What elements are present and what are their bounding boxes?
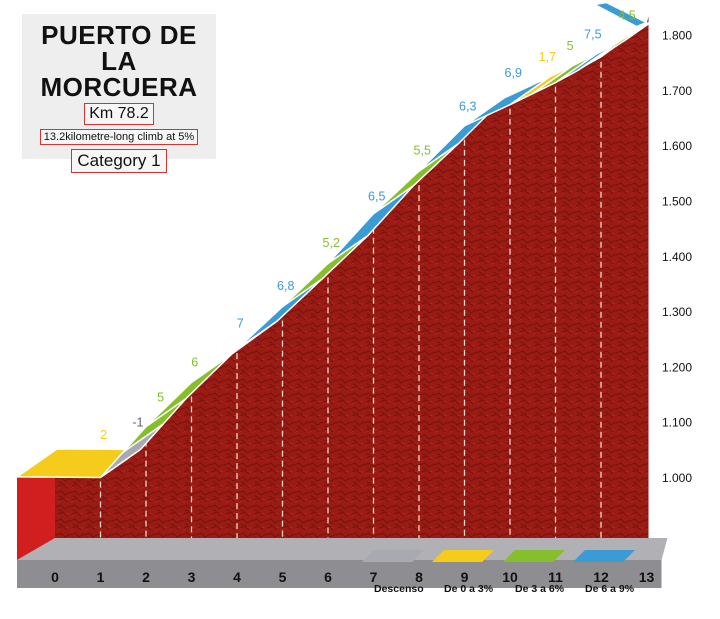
gradient-label: 2 <box>100 428 107 442</box>
gradient-label: 4,5 <box>618 9 635 23</box>
legend: Descenso De 0 a 3% De 3 a 6% De 6 a 9% <box>362 550 635 595</box>
gradient-label: 1,7 <box>539 50 556 64</box>
legend-label: De 3 a 6% <box>515 583 565 595</box>
km-marker: Km 78.2 <box>84 103 154 125</box>
km-tick-label: 8 <box>415 569 423 585</box>
legend-swatch <box>432 550 494 562</box>
altitude-tick-label: 1.200 <box>662 360 692 374</box>
base-front <box>17 560 662 588</box>
km-tick-label: 6 <box>324 569 332 585</box>
mountain-side <box>55 16 649 539</box>
gradient-label: 6,3 <box>459 99 476 113</box>
km-tick-label: 0 <box>51 569 59 585</box>
km-tick-label: 3 <box>188 569 196 585</box>
altitude-tick-label: 1.800 <box>662 29 692 43</box>
legend-swatch <box>573 550 635 562</box>
mountain-body <box>17 16 649 560</box>
km-tick-label: 2 <box>142 569 150 585</box>
altitude-tick-label: 1.000 <box>662 471 692 485</box>
gradient-label: 6,9 <box>505 66 522 80</box>
altitude-axis: 1.000 1.100 1.200 1.300 1.400 1.500 1.600 1.700… <box>662 29 692 485</box>
base-top <box>17 538 668 560</box>
km-tick-label: 11 <box>548 569 563 585</box>
gradient-label: 7,5 <box>584 27 601 41</box>
altitude-tick-label: 1.100 <box>662 416 692 430</box>
legend-label: Descenso <box>374 583 424 595</box>
gradient-ribbon <box>16 0 684 479</box>
altitude-tick-label: 1.400 <box>662 250 692 264</box>
km-tick-label: 13 <box>639 569 655 585</box>
gradient-label: 5,2 <box>323 236 340 250</box>
altitude-tick-label: 1.300 <box>662 305 692 319</box>
km-tick-label: 4 <box>233 569 241 585</box>
altitude-tick-label: 1.500 <box>662 195 692 209</box>
gradient-label: -1 <box>132 416 143 430</box>
km-axis: 0 1 2 3 4 5 6 7 8 9 10 11 12 13 <box>51 569 654 585</box>
gradient-label: 5 <box>157 390 164 404</box>
legend-label: De 6 a 9% <box>585 583 635 595</box>
legend-label: De 0 a 3% <box>444 583 494 595</box>
gradient-segment <box>623 0 684 42</box>
km-tick-label: 7 <box>370 569 378 585</box>
km-axis-base <box>17 538 668 588</box>
km-tick-label: 10 <box>502 569 518 585</box>
km-tick-label: 12 <box>593 569 609 585</box>
legend-swatch <box>503 550 565 562</box>
climb-description: 13.2kilometre-long climb at 5% <box>39 129 199 145</box>
km-tick-label: 5 <box>279 569 287 585</box>
gradient-segment <box>593 1 648 28</box>
gradient-label: 5 <box>567 39 574 53</box>
gradient-label: 5,5 <box>414 143 431 157</box>
mountain-front-face <box>17 476 55 560</box>
altitude-tick-label: 1.600 <box>662 139 692 153</box>
gradient-label: 7 <box>237 317 244 331</box>
climb-title: PUERTO DE LA MORCUERA <box>40 20 198 102</box>
km-dashed-lines <box>99 61 602 538</box>
climb-category: Category 1 <box>71 149 167 173</box>
km-tick-label: 1 <box>97 569 105 585</box>
km-tick-label: 9 <box>461 569 469 585</box>
gradient-label: 6,5 <box>368 190 385 204</box>
climb-info-box: PUERTO DE LA MORCUERA Km 78.2 13.2kilome… <box>22 14 216 173</box>
gradient-label: 6 <box>191 355 198 369</box>
gradient-label: 6,8 <box>277 279 294 293</box>
altitude-tick-label: 1.700 <box>662 84 692 98</box>
legend-swatch <box>362 550 424 562</box>
